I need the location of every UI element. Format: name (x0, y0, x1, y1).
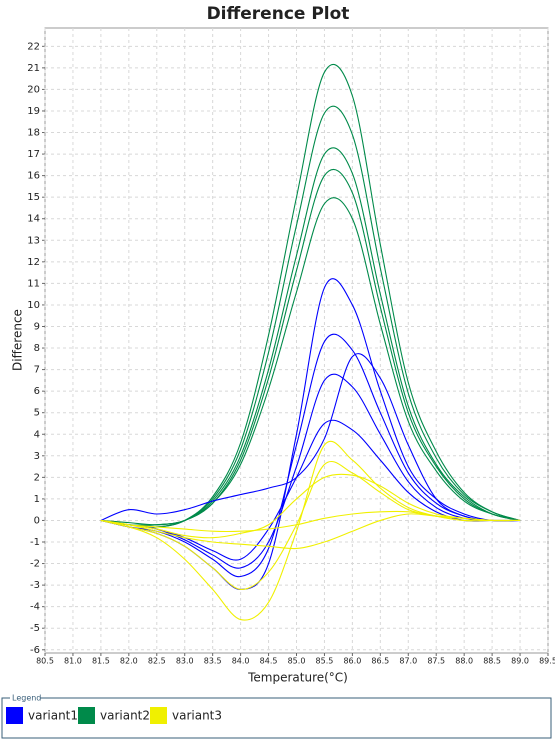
y-tick-label: 14 (27, 214, 40, 225)
curve (100, 510, 521, 533)
legend-label: variant1 (28, 709, 78, 723)
y-tick-label: 1 (34, 494, 40, 505)
legend-label: variant3 (172, 709, 222, 723)
plot: -6-5-4-3-2-10123456789101112131415161718… (27, 28, 555, 666)
curve (100, 197, 521, 526)
y-tick-label: 16 (27, 171, 40, 182)
y-tick-label: 22 (27, 41, 40, 52)
x-tick-label: 87.0 (399, 657, 417, 666)
y-tick-label: 18 (27, 128, 40, 139)
x-tick-label: 84.0 (232, 657, 250, 666)
x-tick-label: 87.5 (427, 657, 445, 666)
legend-swatch (6, 707, 23, 724)
x-tick-label: 82.0 (120, 657, 138, 666)
x-tick-label: 83.5 (204, 657, 222, 666)
y-tick-label: 21 (27, 63, 40, 74)
x-tick-label: 89.5 (539, 657, 555, 666)
legend-swatch (78, 707, 95, 724)
y-tick-label: -1 (30, 537, 40, 548)
y-tick-label: 10 (27, 300, 40, 311)
y-axis-label: Difference (11, 309, 25, 371)
legend-title-bg (10, 693, 40, 702)
y-tick-label: -3 (30, 580, 40, 591)
y-tick-label: 20 (27, 84, 40, 95)
legend-label: variant2 (100, 709, 150, 723)
curve (100, 353, 521, 522)
y-tick-label: 12 (27, 257, 40, 268)
y-tick-label: -6 (30, 645, 40, 656)
x-tick-label: 84.5 (260, 657, 278, 666)
y-tick-label: -5 (30, 623, 40, 634)
y-tick-label: 3 (34, 451, 40, 462)
x-tick-label: 88.5 (483, 657, 501, 666)
curve (100, 460, 521, 590)
x-tick-label: 81.0 (64, 657, 82, 666)
y-tick-label: 17 (27, 149, 40, 160)
y-tick-label: -4 (30, 602, 40, 613)
x-tick-label: 83.0 (176, 657, 194, 666)
curve (100, 333, 521, 578)
y-tick-label: -2 (30, 559, 40, 570)
x-tick-label: 81.5 (92, 657, 110, 666)
x-tick-label: 86.5 (371, 657, 389, 666)
y-tick-label: 5 (34, 408, 40, 419)
chart-title: Difference Plot (207, 4, 350, 24)
y-tick-label: 0 (34, 515, 40, 526)
x-tick-label: 86.0 (343, 657, 361, 666)
legend-title: Legend (12, 694, 41, 703)
x-axis-label: Temperature(°C) (247, 671, 348, 685)
y-tick-label: 6 (34, 386, 40, 397)
y-tick-label: 4 (34, 429, 40, 440)
y-tick-label: 15 (27, 192, 40, 203)
y-tick-label: 11 (27, 278, 40, 289)
y-tick-label: 8 (34, 343, 40, 354)
legend-box (1, 697, 552, 739)
x-tick-label: 80.5 (36, 657, 54, 666)
y-tick-label: 19 (27, 106, 40, 117)
legend-swatch (150, 707, 167, 724)
x-tick-label: 85.0 (288, 657, 306, 666)
x-tick-label: 88.0 (455, 657, 473, 666)
y-tick-label: 2 (34, 472, 40, 483)
x-tick-label: 82.5 (148, 657, 166, 666)
legend: variant1 variant2 variant3 (6, 707, 222, 724)
x-tick-label: 85.5 (316, 657, 334, 666)
x-tick-label: 89.0 (511, 657, 529, 666)
y-tick-label: 7 (34, 365, 40, 376)
y-tick-label: 13 (27, 235, 40, 246)
y-tick-label: 9 (34, 321, 40, 332)
